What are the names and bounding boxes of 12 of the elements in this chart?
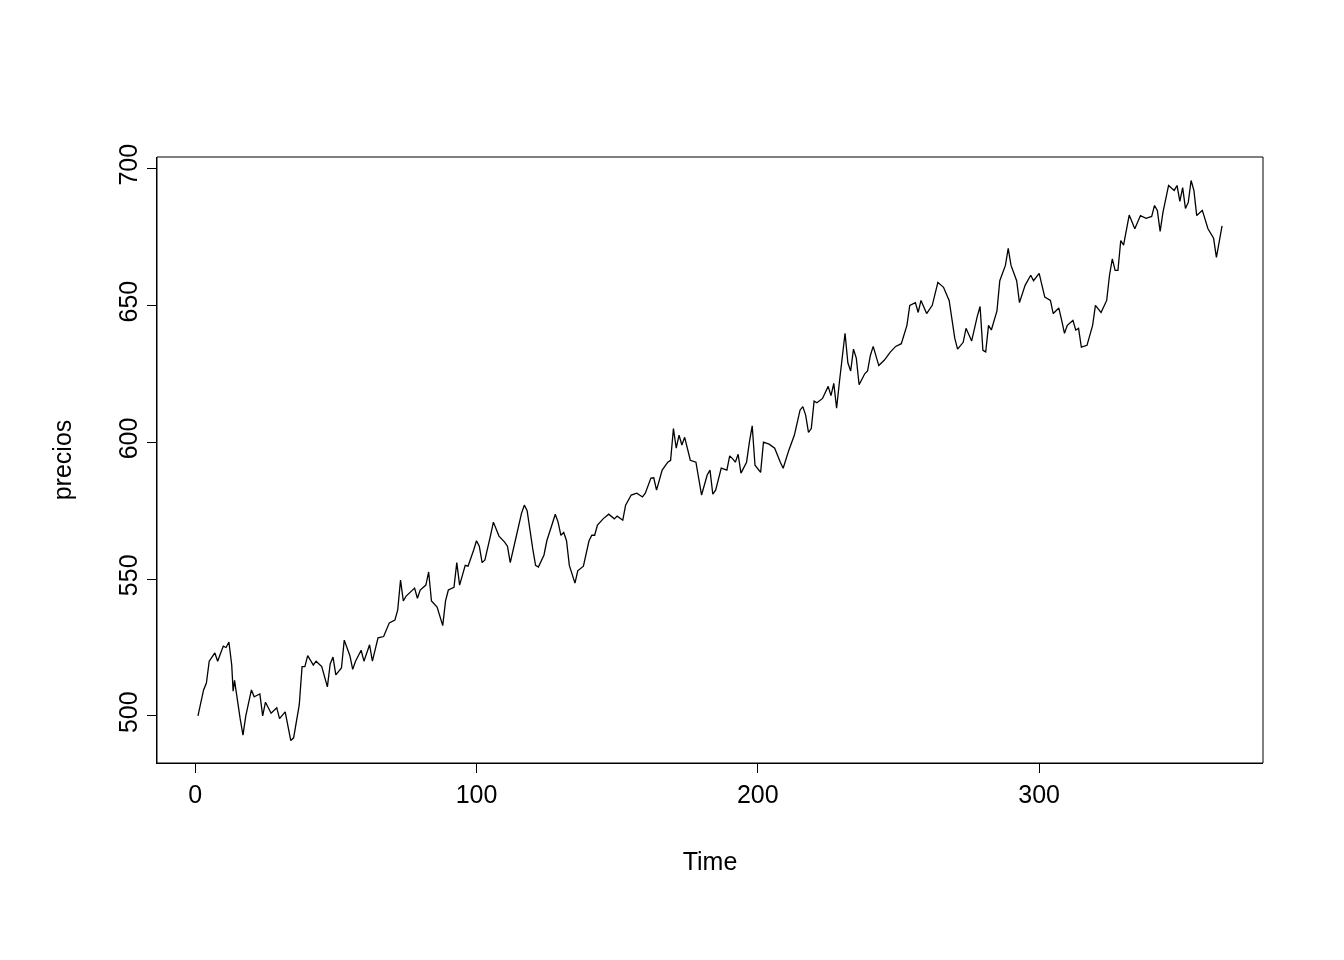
y-axis-title: precios — [47, 419, 76, 501]
x-axis-title: Time — [682, 847, 738, 875]
y-tick-label: 600 — [114, 417, 142, 460]
line-series — [197, 179, 1223, 742]
x-tick-label: 0 — [188, 780, 203, 808]
y-tick-label: 650 — [114, 280, 142, 323]
x-tick-label: 300 — [1018, 780, 1061, 808]
y-tick-label: 700 — [114, 143, 142, 186]
y-tick-label: 500 — [114, 691, 142, 734]
y-tick-label: 550 — [114, 554, 142, 597]
x-tick-label: 200 — [736, 780, 779, 808]
x-tick-label: 100 — [455, 780, 498, 808]
